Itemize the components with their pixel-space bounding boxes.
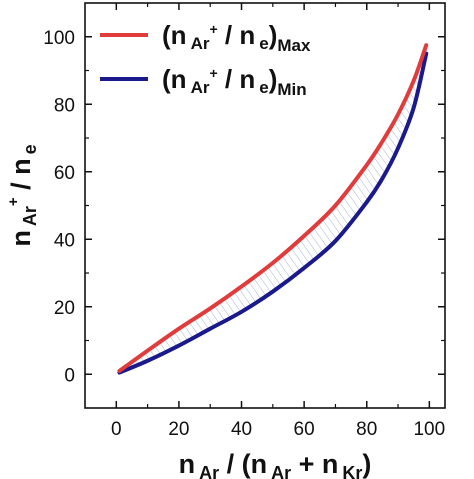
legend-text-part: / <box>218 20 240 50</box>
legend-text-part: Max <box>277 36 311 55</box>
y-tick-label: 40 <box>54 230 75 251</box>
y-tick-label: 100 <box>43 28 75 49</box>
legend-text-part: + <box>209 65 217 81</box>
y-tick-label: 60 <box>54 163 75 184</box>
x-tick-label: 0 <box>111 419 122 440</box>
series-line-max <box>117 43 429 373</box>
legend-text-part: Ar <box>191 78 210 97</box>
x-axis-title: n Ar / (n Ar + n Kr) <box>179 449 372 479</box>
legend-text-part: + <box>209 21 217 37</box>
shaded-region <box>119 45 427 373</box>
x-tick-label: 40 <box>231 419 252 440</box>
x-tick-label: 80 <box>356 419 377 440</box>
y-axis-title-part: + <box>5 197 22 206</box>
legend-text-part: ) <box>269 64 278 94</box>
legend-text-part: n <box>239 64 255 94</box>
legend: (n Ar+ / n e)Max(n Ar+ / n e)Min <box>100 20 311 99</box>
plot-frame <box>84 2 446 409</box>
x-axis-title-part: Ar <box>199 463 219 479</box>
x-axis-title-part: Ar <box>271 463 291 479</box>
legend-text-part: Min <box>277 80 306 99</box>
series-line-min <box>117 51 429 375</box>
legend-text-part: n <box>171 20 187 50</box>
legend-entry: (n Ar+ / n e)Max <box>162 20 311 55</box>
legend-text-part: / <box>218 64 240 94</box>
y-tick-label: 0 <box>64 365 75 386</box>
plot-area <box>117 43 429 375</box>
x-axis-title-part: n <box>322 449 339 479</box>
legend-text-part: n <box>239 20 255 50</box>
y-tick-label: 20 <box>54 298 75 319</box>
x-axis-title-part: ) <box>362 449 371 479</box>
x-tick-label: 60 <box>294 419 315 440</box>
legend-text-part: Ar <box>191 34 210 53</box>
legend-text-part: ) <box>269 20 278 50</box>
legend-text-part: ( <box>162 20 171 50</box>
legend-text-part: n <box>171 64 187 94</box>
x-axis-title-part: / ( <box>219 449 251 479</box>
legend-text-part: e <box>259 34 268 53</box>
x-axis-title-part: + <box>291 449 322 479</box>
y-axis-title-part: Ar <box>20 206 40 226</box>
y-axis-title-part: n <box>6 230 36 247</box>
y-axis-title-part: / <box>6 175 36 198</box>
legend-entry: (n Ar+ / n e)Min <box>162 64 307 99</box>
y-axis-title-part: n <box>6 158 36 175</box>
legend-text-part: ( <box>162 64 171 94</box>
x-tick-label: 100 <box>413 419 445 440</box>
x-axis-title-part: n <box>251 449 268 479</box>
legend-text-part: e <box>259 78 268 97</box>
y-tick-label: 80 <box>54 95 75 116</box>
y-axis-title-part: e <box>20 144 40 154</box>
x-axis-title-part: n <box>179 449 196 479</box>
y-axis-title: nAr+ / ne <box>5 144 40 246</box>
x-axis-title-part: Kr <box>342 463 362 479</box>
x-tick-label: 20 <box>168 419 189 440</box>
